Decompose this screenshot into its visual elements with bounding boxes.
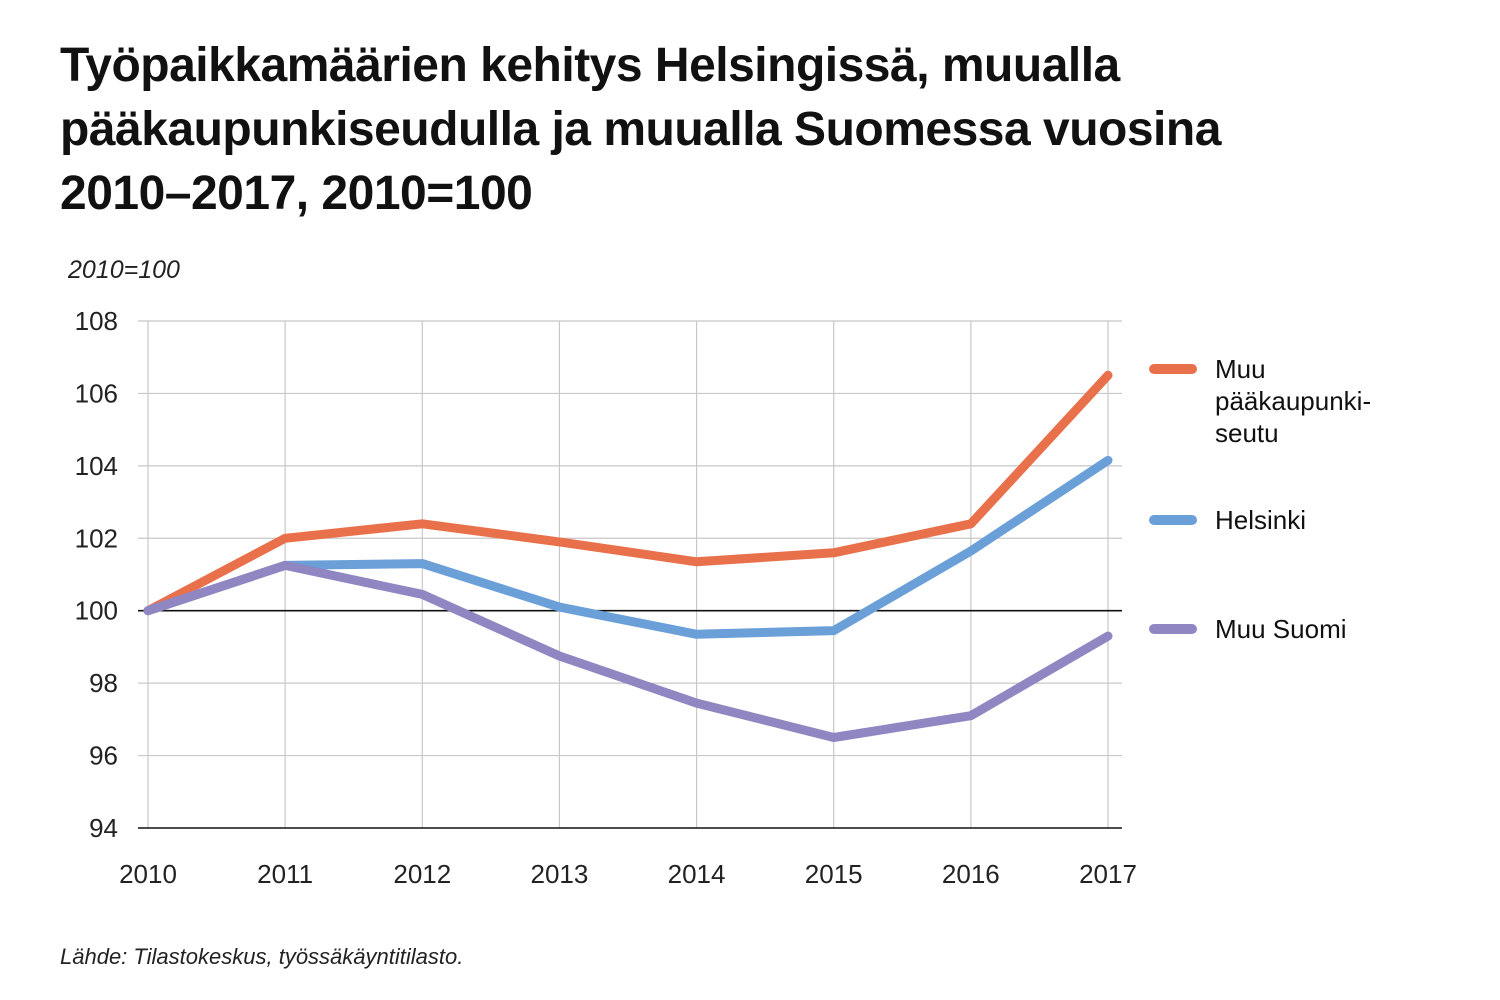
y-tick-label-98: 98 (89, 668, 118, 698)
x-tick-label-2015: 2015 (805, 859, 863, 889)
y-axis-unit-label: 2010=100 (68, 256, 180, 284)
gridlines (138, 320, 1122, 828)
tick-labels: 94 96 98 100 102 104 106 108 2010 2011 2012 2013 201… (75, 306, 1137, 889)
x-tick-label-2014: 2014 (668, 859, 726, 889)
series-line-muu-suomi (143, 560, 1113, 742)
legend-label-helsinki: Helsinki (1215, 505, 1306, 535)
legend-label-muu-suomi: Muu Suomi (1215, 614, 1347, 644)
series-line-muu-pääkaupunki-seutu (143, 370, 1113, 616)
y-tick-label-104: 104 (75, 451, 118, 481)
series-line-helsinki (143, 455, 1113, 639)
legend-label-muu-pääkaupunki-seutu: seutu (1215, 418, 1279, 448)
x-tick-label-2013: 2013 (531, 859, 589, 889)
y-tick-label-102: 102 (75, 523, 118, 553)
x-tick-label-2010: 2010 (119, 859, 177, 889)
source-note: Lähde: Tilastokeskus, työssäkäyntitilast… (60, 944, 464, 969)
x-tick-label-2017: 2017 (1079, 859, 1137, 889)
y-tick-label-96: 96 (89, 741, 118, 771)
legend-label-muu-pääkaupunki-seutu: pääkaupunki- (1215, 386, 1371, 416)
y-tick-label-108: 108 (75, 306, 118, 336)
legend-label-muu-pääkaupunki-seutu: Muu (1215, 354, 1266, 384)
y-tick-label-100: 100 (75, 596, 118, 626)
axes (138, 609, 1122, 829)
y-tick-label-106: 106 (75, 378, 118, 408)
x-tick-label-2016: 2016 (942, 859, 1000, 889)
x-tick-label-2011: 2011 (257, 859, 313, 889)
series-lines (143, 370, 1113, 742)
chart-title: Työpaikkamäärien kehitys Helsingissä, mu… (60, 39, 1221, 220)
x-tick-label-2012: 2012 (393, 859, 451, 889)
y-tick-label-94: 94 (89, 813, 118, 843)
